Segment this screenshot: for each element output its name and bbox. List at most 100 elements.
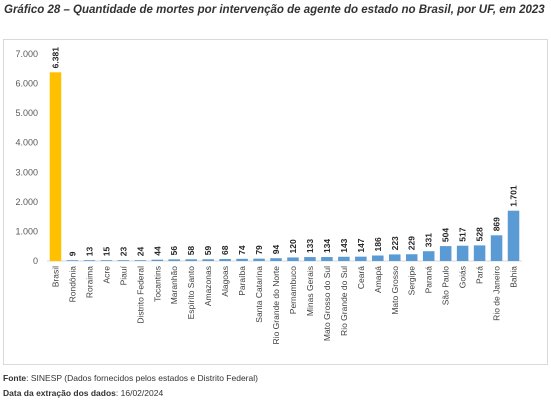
data-label: 79 [254,245,264,255]
data-label: 24 [135,246,145,256]
data-label: 9 [67,251,77,256]
data-label: 44 [152,246,162,256]
bar [219,258,231,261]
chart-frame [3,39,548,365]
extraction-date-note: Data da extração dos dados: 16/02/2024 [3,388,163,398]
data-label: 134 [322,239,332,253]
bar [168,259,180,261]
data-label: 147 [356,238,366,252]
bar [151,259,164,261]
x-tick-label: Minas Gerais [305,266,315,316]
x-tick-label: Rio Grande do Norte [271,266,281,345]
data-label: 869 [492,217,502,231]
data-label: 528 [475,227,485,241]
extraction-date-text: : 16/02/2024 [115,388,164,398]
bar [202,259,214,261]
x-tick-label: Ceará [356,266,366,289]
x-tick-label: Pará [475,266,485,284]
bar [83,260,96,261]
x-tick-label: Mato Grosso [390,266,400,315]
bar [439,246,452,261]
data-label: 223 [390,236,400,250]
x-tick-label: Paraná [424,266,434,294]
data-label: 229 [407,236,417,250]
bar [117,260,130,261]
data-label: 68 [220,245,230,255]
data-label: 1.701 [509,185,519,207]
bar [338,256,350,261]
x-tick-label: Distrito Federal [135,266,145,324]
bar [66,260,79,261]
bar [270,258,282,261]
bar [49,72,62,261]
x-tick-label: Goiás [458,266,468,288]
y-tick-label: 5.000 [15,108,38,118]
data-label: 23 [118,246,128,256]
data-label: 120 [288,239,298,253]
x-tick-label: Alagoas [220,266,230,297]
x-tick-label: Sergipe [407,266,417,296]
bar [236,258,248,261]
bar [422,251,435,261]
bar [100,260,113,261]
data-label: 186 [373,237,383,251]
data-label: 6.381 [50,47,60,69]
data-label: 74 [237,245,247,255]
bar [253,258,265,261]
x-tick-label: Tocantins [152,266,162,302]
bar [355,256,367,261]
y-tick-label: 1.000 [15,226,38,236]
source-text: : SINESP (Dados fornecidos pelos estados… [26,373,258,383]
data-label: 59 [203,246,213,256]
source-note: Fonte: SINESP (Dados fornecidos pelos es… [3,373,258,383]
data-label: 504 [441,228,451,242]
bars [49,72,520,261]
data-label: 15 [101,246,111,256]
data-label: 13 [84,246,94,256]
bar [405,254,418,261]
data-label: 94 [271,244,281,254]
x-tick-label: Amapá [373,266,383,293]
bar [389,254,401,261]
chart-title: Gráfico 28 – Quantidade de mortes por in… [4,4,545,16]
x-axis: Brasil Rondônia Roraima Acre Piauí Distrito F… [50,265,518,344]
x-tick-label: Espírito Santo [186,266,196,320]
x-tick-label: São Paulo [441,266,451,305]
y-tick-label: 3.000 [15,167,38,177]
y-tick-label: 7.000 [15,49,38,59]
y-tick-label: 6.000 [15,79,38,89]
bar [473,245,486,261]
data-labels: 6.381 9 13 15 23 24 44 56 58 59 68 74 79 94 120 133 134 1… [50,47,518,256]
data-label: 517 [458,227,468,241]
data-label: 58 [186,246,196,256]
y-tick-label: 2.000 [15,197,38,207]
bar [321,257,333,261]
data-label: 56 [169,246,179,256]
x-tick-label: Santa Catarina [254,266,264,323]
x-tick-label: Pernambuco [288,266,298,314]
y-tick-label: 0 [33,256,38,266]
bar [456,245,469,261]
bar [134,260,147,261]
data-label: 331 [424,233,434,247]
data-label: 133 [305,239,315,253]
x-tick-label: Rio Grande do Sul [339,266,349,336]
x-tick-label: Rondônia [67,266,77,303]
bar [490,235,503,261]
bar [507,210,520,261]
x-tick-label: Amazonas [203,266,213,306]
x-tick-label: Acre [101,266,111,284]
x-tick-label: Brasil [50,266,60,287]
extraction-date-label: Data da extração dos dados [3,388,116,398]
x-tick-label: Bahia [509,266,519,288]
bar [287,257,299,261]
source-label: Fonte [3,373,27,383]
x-tick-label: Piauí [118,265,128,285]
bar [185,259,197,261]
data-label: 143 [339,238,349,252]
bar [304,257,316,261]
y-tick-label: 4.000 [15,138,38,148]
x-tick-label: Mato Grosso do Sul [322,266,332,341]
bar [372,255,384,261]
